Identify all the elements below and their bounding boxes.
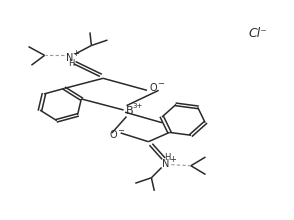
Text: H: H	[68, 59, 74, 68]
Text: O: O	[110, 130, 117, 140]
Text: +: +	[72, 49, 79, 58]
Text: −: −	[117, 126, 124, 135]
Text: N: N	[162, 159, 170, 169]
Text: 3+: 3+	[133, 103, 143, 109]
Text: Cl⁻: Cl⁻	[249, 27, 268, 40]
Text: B: B	[126, 106, 133, 116]
Text: −: −	[157, 79, 164, 88]
Text: H: H	[164, 153, 171, 162]
Text: +: +	[169, 155, 176, 164]
Text: N: N	[66, 53, 73, 62]
Text: O: O	[149, 83, 157, 93]
